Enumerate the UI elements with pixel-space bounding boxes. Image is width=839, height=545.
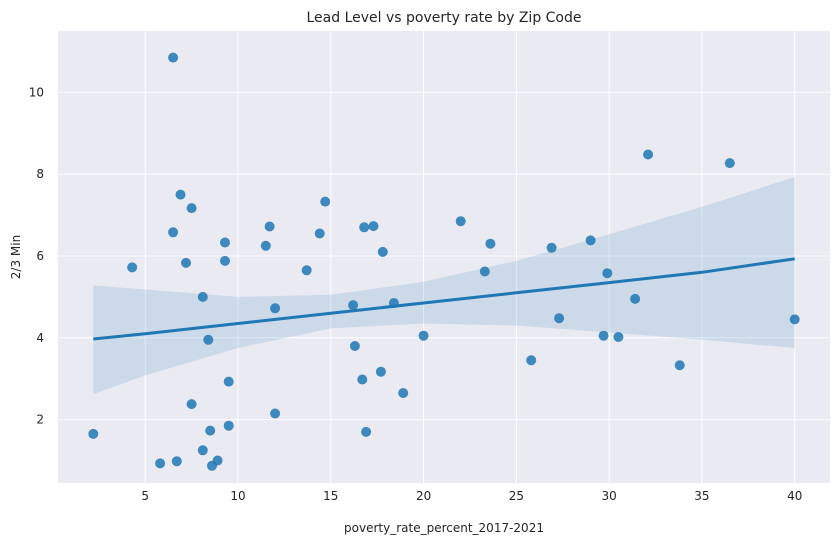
data-point	[348, 300, 359, 311]
x-tick-label: 15	[323, 489, 338, 503]
data-point	[613, 332, 624, 342]
data-point	[724, 158, 735, 169]
data-point	[88, 428, 99, 439]
data-point	[479, 266, 490, 277]
data-point	[127, 262, 138, 273]
confidence-band-area	[93, 177, 795, 395]
data-point	[361, 426, 372, 437]
data-point	[155, 458, 166, 469]
data-point	[220, 255, 230, 266]
data-point	[223, 420, 234, 431]
data-point	[320, 196, 331, 207]
data-point	[220, 237, 230, 248]
data-point	[377, 246, 388, 257]
data-point	[175, 189, 186, 200]
data-point	[398, 388, 409, 398]
y-axis-label: 2/3 Min	[9, 235, 23, 279]
data-point	[301, 265, 312, 276]
data-point	[205, 425, 216, 436]
data-point	[375, 366, 386, 377]
data-point	[357, 374, 368, 385]
data-point	[602, 268, 613, 279]
data-point	[181, 257, 191, 268]
data-point	[186, 203, 197, 214]
data-point	[388, 298, 399, 308]
data-point	[197, 445, 208, 456]
y-tick-label: 8	[36, 167, 44, 181]
y-tick-labels: 2 4 6 8 10	[29, 85, 44, 426]
x-tick-labels: 5 10 15 20 25 30 35 40	[141, 489, 802, 503]
data-point	[270, 303, 281, 314]
x-tick-label: 35	[694, 489, 709, 503]
x-tick-label: 20	[416, 489, 431, 503]
data-point	[314, 228, 325, 239]
data-point	[171, 456, 182, 467]
data-point	[197, 291, 208, 302]
chart-title: Lead Level vs poverty rate by Zip Code	[306, 10, 581, 26]
data-point	[168, 52, 179, 63]
x-tick-label: 25	[509, 489, 524, 503]
x-tick-label: 40	[787, 489, 802, 503]
data-point	[789, 314, 800, 325]
data-point	[546, 242, 557, 253]
data-points	[88, 52, 800, 471]
data-point	[264, 221, 275, 232]
gridlines	[58, 31, 830, 483]
data-point	[418, 330, 429, 341]
data-point	[630, 293, 641, 304]
data-point	[674, 360, 685, 371]
data-point	[203, 334, 214, 345]
x-tick-label: 10	[230, 489, 245, 503]
data-point	[585, 235, 596, 246]
y-tick-label: 6	[36, 249, 44, 263]
data-point	[212, 455, 223, 466]
data-point	[526, 355, 537, 366]
data-point	[270, 408, 281, 419]
regression-line	[93, 257, 795, 341]
data-point	[643, 149, 654, 160]
data-point	[223, 376, 234, 387]
data-point	[598, 330, 609, 341]
data-point	[186, 399, 197, 410]
y-tick-label: 10	[29, 85, 44, 99]
y-tick-label: 2	[36, 413, 44, 427]
data-point	[349, 341, 360, 351]
data-point	[359, 222, 370, 233]
data-point	[554, 313, 565, 324]
x-tick-label: 5	[141, 489, 149, 503]
data-point	[368, 221, 379, 232]
x-tick-label: 30	[602, 489, 617, 503]
data-point	[455, 216, 466, 227]
confidence-band	[93, 177, 795, 395]
data-point	[260, 240, 271, 251]
plot-area	[58, 31, 830, 483]
x-axis-label: poverty_rate_percent_2017-2021	[344, 521, 544, 535]
regression-line-path	[93, 257, 795, 341]
y-tick-label: 4	[36, 331, 44, 345]
data-point	[485, 238, 496, 249]
data-point	[168, 227, 179, 238]
